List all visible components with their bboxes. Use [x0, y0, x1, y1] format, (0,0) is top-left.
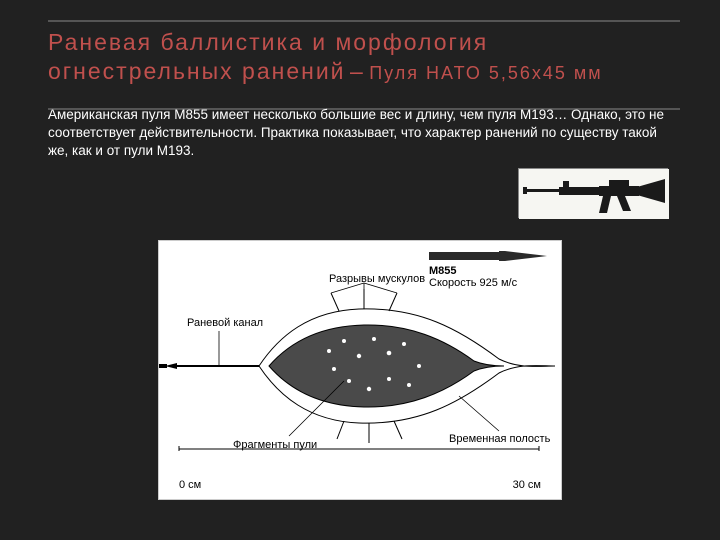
label-bullet-fragments: Фрагменты пули [233, 439, 317, 451]
title-dash: – [350, 58, 365, 84]
cartridge-icon [429, 249, 549, 263]
label-temporary-cavity: Временная полость [449, 433, 550, 445]
label-muscle-tears: Разрывы мускулов [329, 273, 425, 285]
wound-profile-svg [159, 281, 563, 451]
scale-row: 0 см 30 см [179, 479, 541, 491]
rifle-image [518, 168, 668, 218]
title-block: Раневая баллистика и морфология огнестре… [48, 20, 680, 96]
scale-start: 0 см [179, 479, 201, 491]
title-sub: Пуля НАТО 5,56x45 мм [369, 63, 602, 83]
scale-end: 30 см [513, 479, 541, 491]
label-wound-channel: Раневой канал [187, 317, 263, 329]
cartridge-label: M855 [429, 265, 549, 277]
wound-diagram: M855 Скорость 925 м/с [158, 240, 562, 500]
rifle-icon [519, 169, 669, 219]
body-paragraph: Американская пуля M855 имеет несколько б… [48, 106, 672, 161]
slide-title: Раневая баллистика и морфология огнестре… [48, 22, 680, 96]
